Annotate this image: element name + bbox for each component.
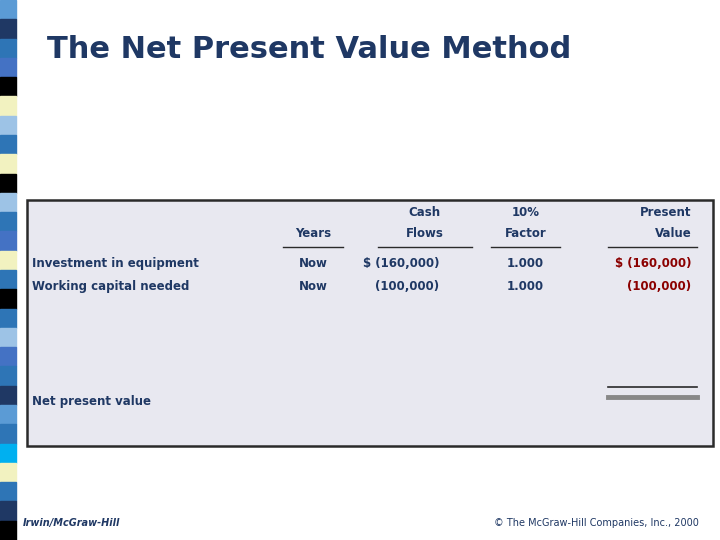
Bar	[0, 116, 16, 135]
Text: (100,000): (100,000)	[375, 280, 439, 293]
Bar	[0, 386, 16, 405]
Text: 10%: 10%	[512, 206, 539, 219]
Text: $ (160,000): $ (160,000)	[363, 257, 439, 270]
Bar	[0, 482, 16, 502]
Text: Factor: Factor	[505, 227, 546, 240]
Bar	[0, 154, 16, 173]
Text: 1.000: 1.000	[507, 280, 544, 293]
Text: 1.000: 1.000	[507, 257, 544, 270]
Bar	[0, 289, 16, 308]
Bar	[0, 328, 16, 347]
Text: Years: Years	[295, 227, 331, 240]
Bar	[0, 58, 16, 77]
Bar	[0, 308, 16, 328]
Text: (100,000): (100,000)	[627, 280, 691, 293]
Bar	[0, 135, 16, 154]
Bar	[0, 173, 16, 193]
Bar	[0, 212, 16, 232]
Text: Investment in equipment: Investment in equipment	[32, 257, 199, 270]
Text: $ (160,000): $ (160,000)	[615, 257, 691, 270]
Text: Net present value: Net present value	[32, 395, 151, 408]
Bar	[0, 0, 16, 19]
Bar	[0, 521, 16, 540]
Text: Working capital needed: Working capital needed	[32, 280, 190, 293]
Bar	[0, 347, 16, 367]
Bar	[0, 367, 16, 386]
Text: Cash: Cash	[409, 206, 441, 219]
FancyBboxPatch shape	[27, 200, 713, 446]
Bar	[0, 232, 16, 251]
Bar	[0, 38, 16, 58]
Text: © The McGraw-Hill Companies, Inc., 2000: © The McGraw-Hill Companies, Inc., 2000	[493, 518, 698, 528]
Bar	[0, 443, 16, 463]
Bar	[0, 97, 16, 116]
Text: Now: Now	[299, 257, 328, 270]
Bar	[0, 193, 16, 212]
Bar	[0, 424, 16, 443]
Bar	[0, 251, 16, 270]
Text: Present: Present	[639, 206, 691, 219]
Text: Value: Value	[654, 227, 691, 240]
Bar	[0, 77, 16, 97]
Bar	[0, 270, 16, 289]
Text: The Net Present Value Method: The Net Present Value Method	[47, 35, 571, 64]
Text: Irwin/McGraw-Hill: Irwin/McGraw-Hill	[23, 518, 120, 528]
Text: Now: Now	[299, 280, 328, 293]
Bar	[0, 405, 16, 424]
Bar	[0, 19, 16, 38]
Bar	[0, 502, 16, 521]
Text: Flows: Flows	[406, 227, 444, 240]
Bar	[0, 463, 16, 482]
